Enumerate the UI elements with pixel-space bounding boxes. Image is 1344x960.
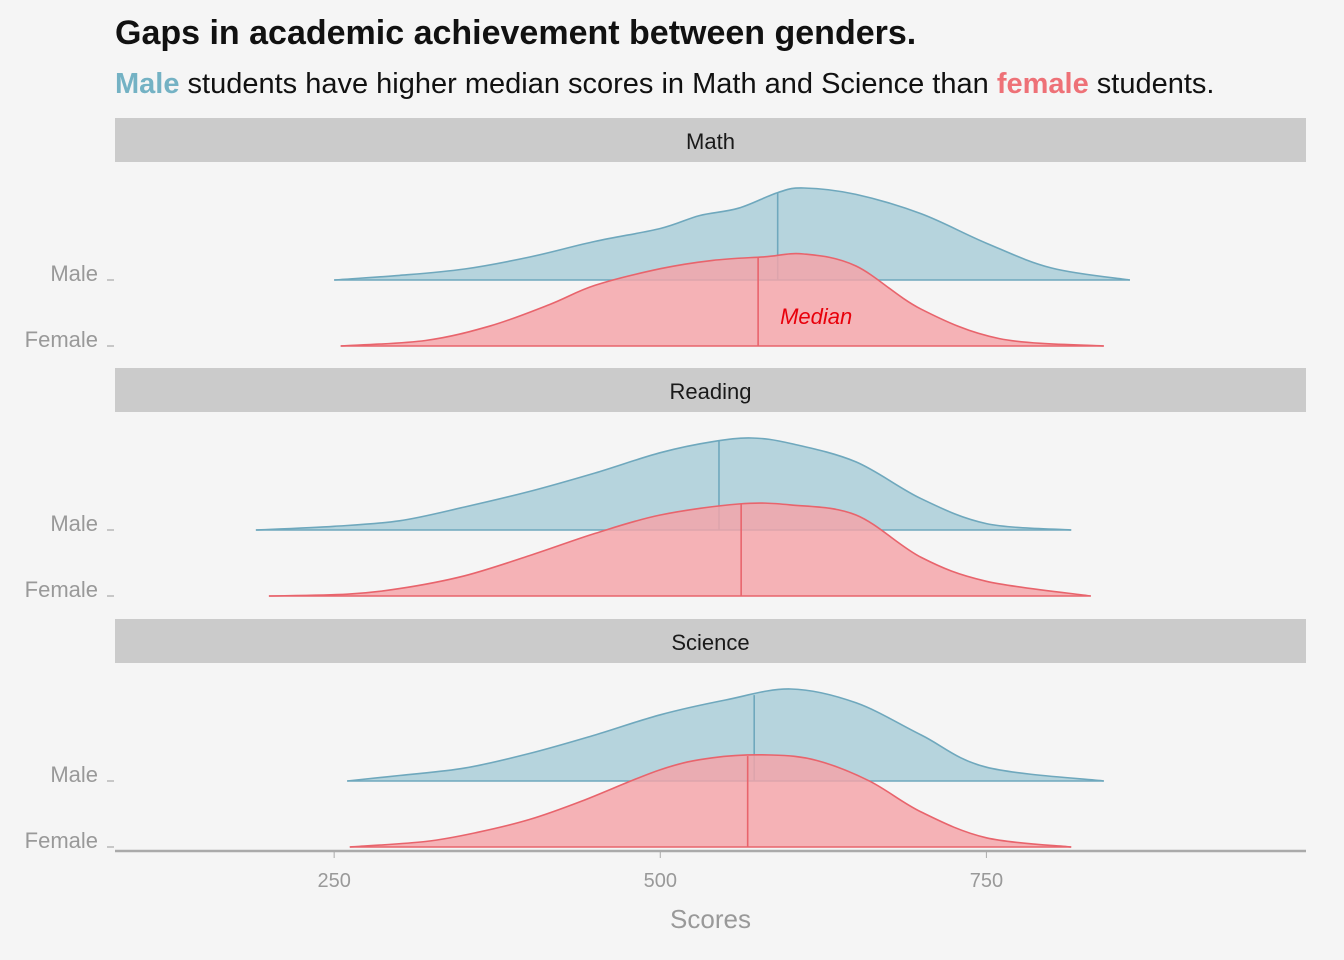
- subtitle-text-end: students.: [1088, 68, 1215, 100]
- density-line-reading-female: [268, 502, 1091, 597]
- x-tick-label-500: 500: [644, 870, 677, 892]
- y-label-reading-male: Male: [50, 511, 98, 536]
- density-area-science-female: [349, 754, 1072, 847]
- x-axis-title: Scores: [670, 904, 751, 934]
- subtitle-male-highlight: Male: [115, 68, 180, 100]
- chart-subtitle: Male students have higher median scores …: [115, 68, 1214, 101]
- chart-title: Gaps in academic achievement between gen…: [115, 14, 917, 52]
- density-line-math-male: [334, 187, 1131, 281]
- density-line-reading-male: [255, 437, 1072, 531]
- panel-strip-science: [115, 619, 1306, 663]
- density-area-science-male: [347, 688, 1104, 781]
- density-area-math-female: [340, 253, 1104, 346]
- median-annotation: Median: [780, 304, 852, 329]
- panel-strip-label-science: Science: [671, 630, 749, 655]
- density-line-science-male: [347, 688, 1104, 782]
- subtitle-female-highlight: female: [996, 68, 1089, 100]
- panel-strip-label-math: Math: [686, 129, 735, 154]
- x-tick-label-250: 250: [317, 870, 350, 892]
- panel-strip-reading: [115, 368, 1306, 412]
- density-line-science-female: [349, 754, 1072, 848]
- y-label-science-male: Male: [50, 762, 98, 787]
- y-label-science-female: Female: [25, 828, 98, 853]
- y-label-math-male: Male: [50, 261, 98, 286]
- density-area-reading-male: [255, 437, 1072, 530]
- density-area-reading-female: [268, 503, 1091, 596]
- y-label-math-female: Female: [25, 327, 98, 352]
- panel-strip-label-reading: Reading: [670, 379, 752, 404]
- panel-strip-math: [115, 118, 1306, 162]
- density-line-math-female: [340, 252, 1104, 347]
- subtitle-text-mid: students have higher median scores in Ma…: [179, 68, 997, 100]
- y-label-reading-female: Female: [25, 577, 98, 602]
- x-tick-label-750: 750: [970, 870, 1003, 892]
